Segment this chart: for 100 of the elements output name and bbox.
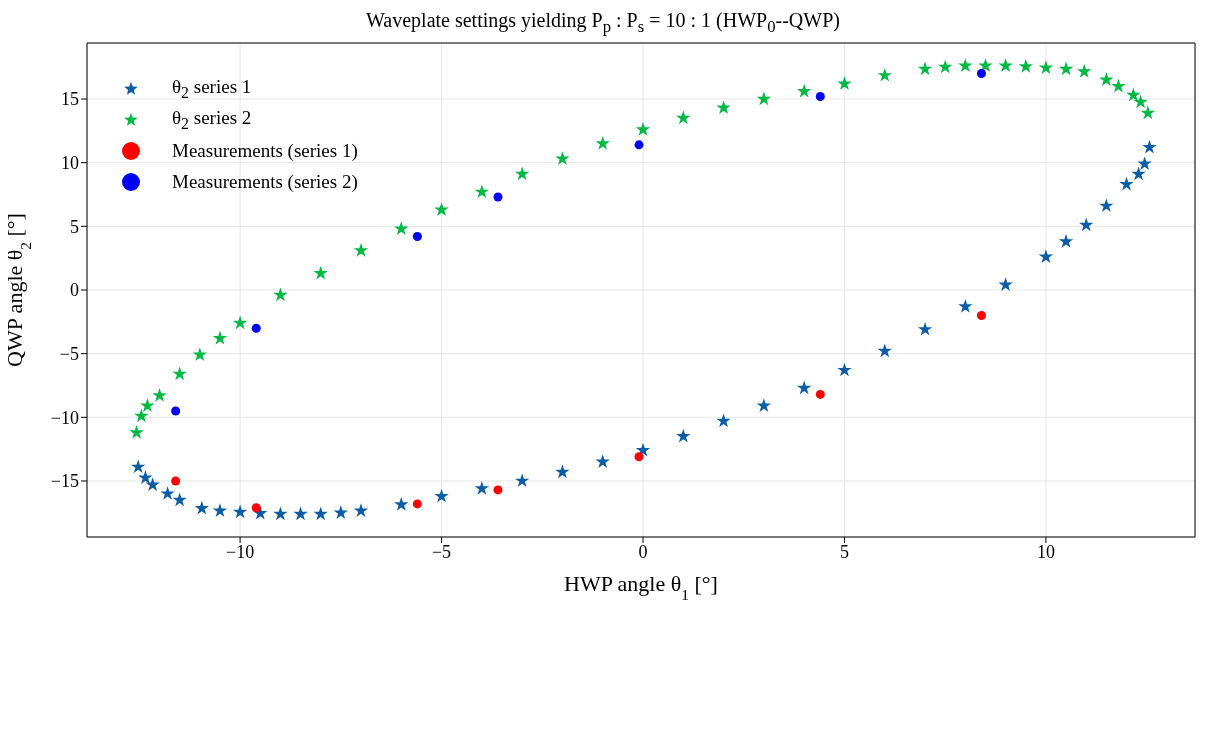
point — [273, 287, 288, 302]
point — [194, 500, 210, 515]
point — [394, 221, 409, 235]
point — [232, 504, 248, 519]
point — [313, 265, 328, 280]
point — [474, 481, 490, 495]
x-tick-label: −5 — [431, 541, 452, 562]
point — [412, 232, 422, 242]
point — [917, 61, 933, 76]
x-tick-label: 0 — [638, 541, 648, 562]
point — [353, 503, 369, 518]
point — [1077, 64, 1092, 78]
point — [273, 506, 288, 521]
point — [130, 459, 146, 474]
point — [1119, 176, 1134, 191]
legend-label: Measurements (series 1) — [172, 139, 358, 162]
point — [877, 67, 892, 82]
point — [756, 91, 772, 106]
point — [493, 485, 503, 495]
point — [815, 91, 825, 101]
point — [676, 110, 691, 125]
point — [917, 321, 933, 336]
y-tick-label: −10 — [50, 407, 79, 428]
point — [716, 100, 731, 115]
point — [1111, 78, 1126, 93]
point — [595, 136, 610, 150]
point — [434, 488, 449, 503]
point — [134, 408, 149, 423]
y-tick-label: 15 — [61, 89, 79, 110]
point — [160, 486, 175, 500]
point — [1018, 59, 1033, 73]
point — [251, 323, 261, 333]
point — [756, 398, 772, 412]
y-tick-label: 0 — [70, 280, 79, 301]
point — [1131, 166, 1146, 181]
x-tick-label: 10 — [1036, 541, 1055, 562]
point — [958, 299, 973, 313]
point — [172, 492, 187, 507]
point — [797, 83, 812, 98]
y-tick-label: −15 — [50, 471, 79, 492]
point — [172, 366, 187, 381]
point — [634, 140, 644, 150]
point — [474, 184, 490, 199]
point — [634, 452, 644, 462]
point — [797, 380, 812, 395]
y-tick-label: 5 — [70, 216, 79, 237]
point — [514, 166, 530, 181]
point — [635, 442, 651, 457]
point — [635, 122, 651, 136]
point — [1058, 61, 1074, 76]
legend-label: θ$_{2}$ series 2 — [172, 106, 252, 133]
point — [171, 406, 181, 416]
point — [1142, 139, 1157, 154]
y-tick-label: −5 — [59, 344, 79, 365]
point — [1038, 60, 1054, 74]
legend-label: Measurements (series 2) — [172, 170, 358, 193]
point — [595, 454, 610, 468]
point — [1099, 72, 1114, 87]
point — [171, 476, 181, 486]
point — [293, 506, 308, 521]
point — [212, 330, 228, 345]
x-axis-title: HWP angle θ$_{1}$ [°] — [564, 571, 718, 603]
point — [976, 310, 986, 320]
point — [938, 59, 953, 74]
point — [555, 464, 570, 479]
point — [1137, 156, 1152, 171]
point — [1140, 105, 1156, 120]
point — [1126, 87, 1141, 102]
point — [232, 315, 248, 330]
x-tick-label: 5 — [839, 541, 849, 562]
legend-label: θ$_{2}$ series 1 — [172, 75, 252, 102]
point — [412, 499, 422, 509]
point — [998, 277, 1013, 292]
point — [1133, 94, 1148, 109]
point — [434, 202, 449, 216]
point — [958, 58, 973, 73]
point — [1079, 217, 1094, 232]
point — [152, 388, 167, 402]
point — [140, 398, 155, 412]
point — [716, 413, 731, 428]
point — [1099, 198, 1114, 213]
x-tick-label: −10 — [226, 541, 255, 562]
point — [877, 343, 892, 358]
chart-title: Waveplate settings yielding P$_{p}$ : P$_{s}$ = 10 : 1 (HWP$_{0}$--QWP) — [365, 8, 841, 36]
point — [837, 362, 852, 377]
point — [493, 192, 503, 202]
point — [815, 389, 825, 399]
point — [394, 496, 409, 511]
point — [976, 69, 986, 79]
point — [145, 477, 160, 491]
point — [138, 470, 153, 484]
point — [676, 428, 691, 443]
point — [333, 505, 349, 519]
point — [998, 58, 1013, 73]
point — [1038, 249, 1054, 264]
point — [837, 76, 852, 90]
point — [514, 473, 530, 488]
point — [313, 506, 328, 521]
point — [212, 503, 228, 518]
point — [353, 242, 369, 257]
